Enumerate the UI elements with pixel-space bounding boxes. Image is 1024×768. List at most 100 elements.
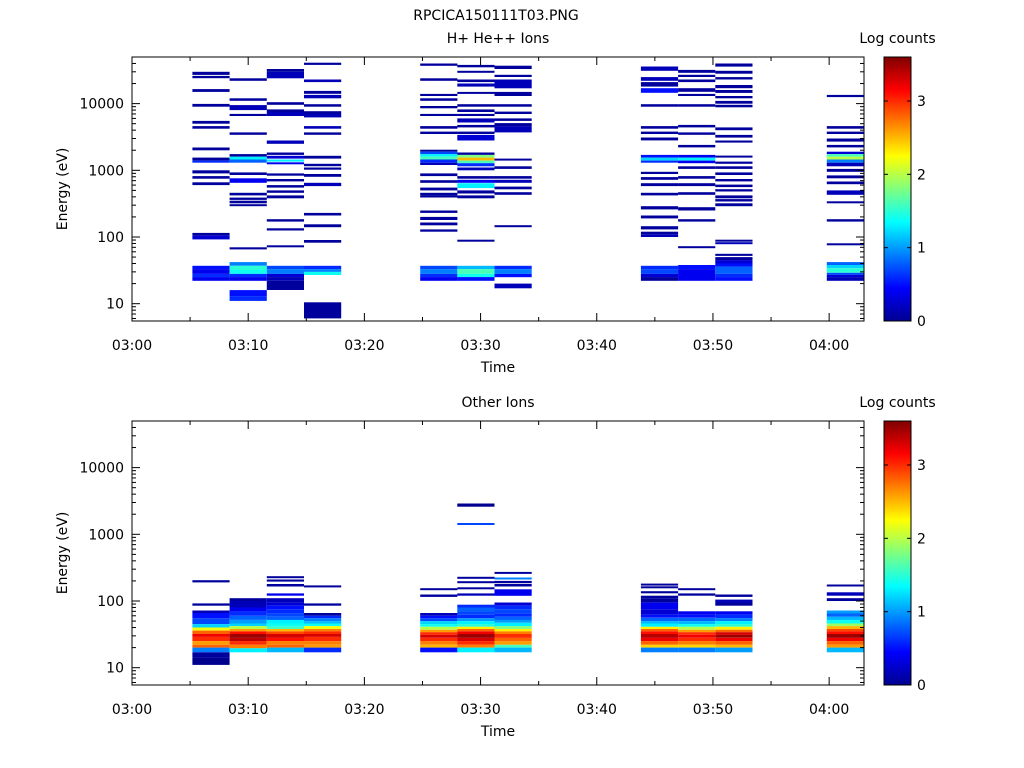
heat-cell: [266, 219, 304, 222]
heat-cell: [494, 584, 532, 587]
heat-cell: [192, 147, 230, 151]
heat-cell: [640, 126, 679, 129]
heat-cell: [304, 631, 342, 634]
heat-cell: [640, 66, 679, 71]
heat-cell: [457, 269, 495, 274]
heat-cell: [715, 127, 753, 131]
heat-cell: [715, 90, 753, 93]
heat-cell: [192, 126, 230, 129]
heat-cell: [826, 219, 864, 222]
heat-cell: [266, 195, 304, 199]
heat-cell: [715, 611, 753, 615]
heat-cell: [304, 265, 342, 270]
heat-cell: [192, 176, 230, 179]
heat-cell: [826, 190, 864, 195]
heat-cell: [266, 265, 304, 270]
heat-cell: [826, 262, 864, 265]
heat-cell: [304, 641, 342, 645]
heat-cell: [457, 131, 495, 134]
heat-cell: [304, 623, 342, 627]
heat-cell: [229, 197, 267, 200]
heat-cell: [826, 138, 864, 142]
heat-cell: [640, 609, 679, 615]
heat-cell: [420, 273, 458, 278]
heat-cell: [266, 102, 304, 105]
x-axis-label: Time: [480, 360, 515, 376]
colorbar-tick-label: 2: [917, 531, 926, 547]
heat-cell: [457, 587, 495, 590]
heat-cell: [715, 641, 753, 645]
heat-cell: [457, 641, 495, 645]
heat-cell: [494, 613, 532, 617]
heat-cell: [457, 91, 495, 94]
heat-cell: [494, 605, 532, 610]
heat-cell: [457, 273, 495, 278]
heat-cell: [266, 623, 304, 627]
heat-cell: [640, 647, 679, 653]
heat-cell: [640, 644, 679, 648]
heat-cell: [494, 176, 532, 179]
heat-cell: [229, 626, 267, 629]
heat-cell: [420, 78, 458, 81]
heat-cell: [678, 132, 716, 135]
y-tick-label: 10: [106, 297, 124, 313]
colorbar-tick-label: 3: [917, 458, 926, 474]
colorbar-gradient: [883, 420, 912, 686]
heat-cell: [494, 126, 532, 133]
heat-cell: [192, 634, 230, 637]
heat-cell: [420, 192, 458, 196]
colorbar-tick-label: 1: [917, 605, 926, 621]
heat-cell: [229, 623, 267, 627]
heat-cell: [420, 613, 458, 616]
heat-cell: [715, 199, 753, 202]
colorbar-gradient: [883, 56, 912, 322]
heat-cell: [640, 273, 679, 278]
heat-cell: [304, 212, 342, 216]
heat-cell: [494, 602, 532, 606]
colorbar: Log counts 0 1 2 3: [859, 395, 935, 694]
heat-cell: [420, 131, 458, 134]
x-tick-label: 03:20: [344, 702, 384, 718]
heat-cell: [678, 104, 716, 107]
heat-cell: [192, 618, 230, 625]
heat-cell: [420, 187, 458, 191]
heat-cell: [229, 631, 267, 634]
heat-cell: [494, 589, 532, 596]
heat-cell: [678, 588, 716, 591]
heat-cell: [304, 647, 342, 653]
heat-cell: [266, 616, 304, 620]
heat-cell: [715, 260, 753, 264]
heat-cell: [494, 637, 532, 642]
heat-cell: [640, 617, 679, 622]
heat-cell: [192, 232, 230, 236]
heat-cell: [420, 162, 458, 165]
heat-cell: [266, 613, 304, 617]
x-axis-label: Time: [480, 724, 515, 740]
heat-cell: [420, 210, 458, 213]
heat-cell: [304, 626, 342, 629]
heat-cell: [715, 647, 753, 653]
heat-cell: [826, 610, 864, 614]
heat-cell: [715, 70, 753, 74]
heat-cell: [640, 183, 679, 187]
heat-cell: [229, 615, 267, 620]
heat-cell: [266, 637, 304, 642]
heat-cell: [826, 94, 864, 98]
heat-cell: [678, 593, 716, 596]
heat-cell: [457, 154, 495, 158]
heat-cell: [678, 88, 716, 92]
heat-cell: [715, 203, 753, 207]
colorbar-tick-label: 2: [917, 167, 926, 183]
heat-cell: [304, 224, 342, 228]
heat-cell: [715, 263, 753, 267]
heat-cell: [494, 91, 532, 96]
heat-cell: [304, 636, 342, 642]
heat-cell: [192, 71, 230, 75]
heat-cell: [229, 204, 267, 207]
heat-cell: [678, 611, 716, 615]
x-tick-label: 03:50: [693, 702, 733, 718]
heat-cell: [494, 111, 532, 114]
heat-cell: [304, 302, 342, 310]
heat-cell: [715, 140, 753, 143]
